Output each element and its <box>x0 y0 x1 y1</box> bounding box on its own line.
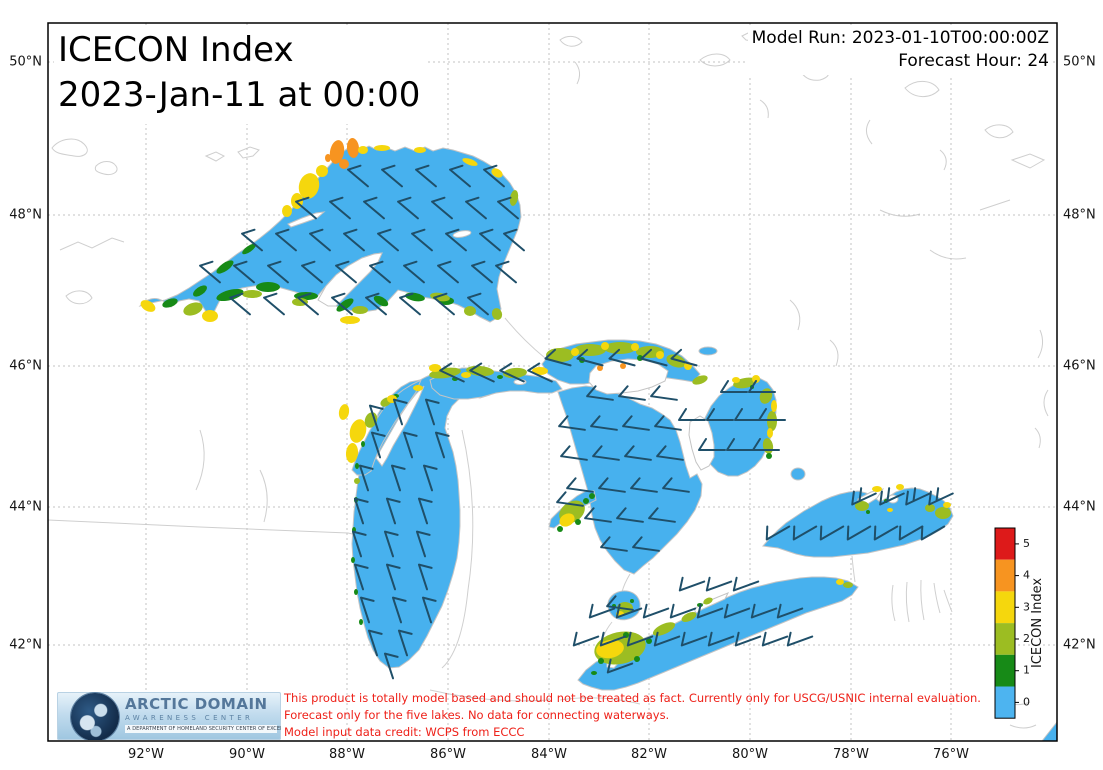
lon-label: 92°W <box>128 747 164 762</box>
colorbar-cell-2 <box>995 623 1015 655</box>
isle-royale <box>287 211 326 228</box>
wind-barb-icon <box>650 384 680 401</box>
colorbar-cell-3 <box>995 591 1015 624</box>
colorbar-cell-0 <box>995 686 1015 719</box>
lat-label: 44°N <box>9 500 42 515</box>
lake-simcoe <box>790 467 806 481</box>
wind-barb-icon <box>783 625 814 647</box>
lon-label: 84°W <box>531 747 567 762</box>
lat-label: 50°N <box>1063 55 1096 70</box>
model-run-label: Model Run: 2023-01-10T00:00:00Z <box>751 28 1049 48</box>
lon-label: 86°W <box>430 747 466 762</box>
keweenaw-peninsula <box>317 252 383 307</box>
wind-barb-icon <box>702 570 733 592</box>
logo-tagline: A DEPARTMENT OF HOMELAND SECURITY CENTER… <box>125 725 281 733</box>
page-title: ICECON Index <box>58 30 294 70</box>
door-peninsula <box>375 385 425 467</box>
michipicoten-island <box>452 230 472 238</box>
lat-label: 44°N <box>1063 500 1096 515</box>
disclaimer-line-2: Forecast only for the five lakes. No dat… <box>284 708 670 722</box>
title-block: ICECON Index 2023-Jan-11 at 00:00 <box>54 26 429 124</box>
logo-subtitle: AWARENESS CENTER <box>125 714 254 722</box>
lon-label: 76°W <box>933 747 969 762</box>
lon-label: 90°W <box>229 747 265 762</box>
disclaimer-line-3: Model input data credit: WCPS from ECCC <box>284 725 525 739</box>
wind-barb-icon <box>569 625 600 647</box>
disclaimer-line-1: This product is totally model based and … <box>284 691 981 705</box>
lat-label: 50°N <box>9 55 42 70</box>
colorbar-cell-5 <box>995 528 1015 560</box>
wind-barb-icon <box>263 288 293 316</box>
globe-icon <box>71 693 119 740</box>
wind-barb-icon <box>639 597 670 619</box>
logo-title: ARCTIC DOMAIN <box>125 695 268 713</box>
lat-label: 42°N <box>1063 638 1096 653</box>
lake-ontario <box>762 487 954 558</box>
corner-water <box>1041 721 1057 741</box>
map-frame <box>47 22 1058 742</box>
colorbar-tick-4: 4 <box>1023 569 1030 582</box>
coastlines <box>48 26 1049 729</box>
colorbar: 5 4 3 2 1 0 ICECON Index <box>994 527 1045 719</box>
model-run-block: Model Run: 2023-01-10T00:00:00Z Forecast… <box>747 25 1053 75</box>
lat-label: 42°N <box>9 638 42 653</box>
colorbar-tick-1: 1 <box>1023 664 1030 677</box>
lake-huron <box>557 385 703 575</box>
colorbar-cell-1 <box>995 654 1015 687</box>
lat-axis-right: 50°N 48°N 46°N 44°N 42°N <box>1063 55 1096 653</box>
lon-label: 80°W <box>732 747 768 762</box>
colorbar-axis-label: ICECON Index <box>1030 578 1045 668</box>
lat-label: 46°N <box>1063 359 1096 374</box>
lat-label: 48°N <box>1063 208 1096 223</box>
colorbar-cell-4 <box>995 559 1015 592</box>
page-subtitle: 2023-Jan-11 at 00:00 <box>58 75 421 115</box>
lon-label: 78°W <box>833 747 869 762</box>
wind-barb-icon <box>675 570 706 592</box>
lat-label: 46°N <box>9 359 42 374</box>
lat-axis-left: 50°N 48°N 46°N 44°N 42°N <box>9 55 42 653</box>
lat-label: 48°N <box>9 208 42 223</box>
disclaimer: This product is totally model based and … <box>284 690 981 741</box>
colorbar-tick-3: 3 <box>1023 600 1030 613</box>
colorbar-tick-5: 5 <box>1023 537 1030 550</box>
lake-nipissing <box>698 346 718 356</box>
manitoulin-island <box>588 358 669 395</box>
lon-label: 88°W <box>329 747 365 762</box>
adac-logo: ARCTIC DOMAIN AWARENESS CENTER A DEPARTM… <box>57 692 281 740</box>
forecast-hour-label: Forecast Hour: 24 <box>898 51 1049 71</box>
colorbar-tick-0: 0 <box>1023 695 1030 708</box>
lon-axis: 92°W 90°W 88°W 86°W 84°W 82°W 80°W 78°W … <box>128 747 969 762</box>
lon-label: 82°W <box>631 747 667 762</box>
colorbar-tick-2: 2 <box>1023 632 1030 645</box>
